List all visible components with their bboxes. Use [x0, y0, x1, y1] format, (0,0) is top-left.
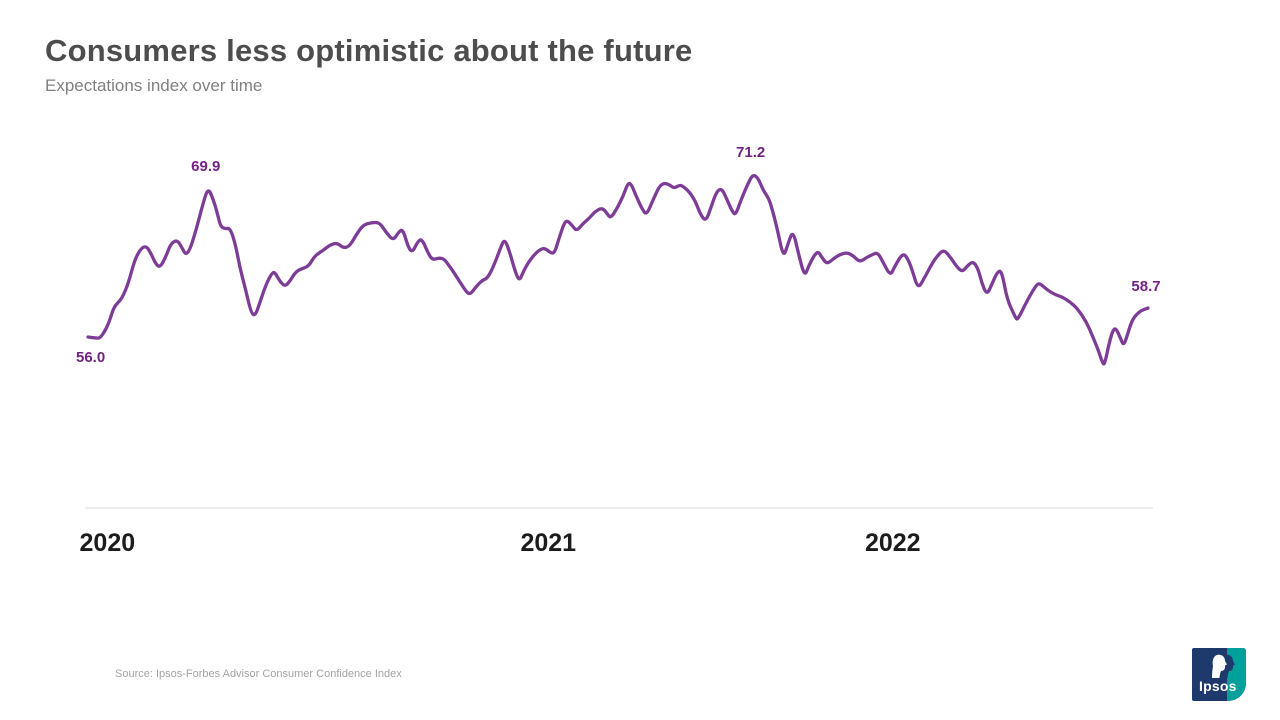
ipsos-logo: Ipsos: [1192, 648, 1246, 701]
ipsos-logo-text: Ipsos: [1199, 678, 1237, 694]
data-point-label: 58.7: [1131, 278, 1161, 296]
chart-title: Consumers less optimistic about the futu…: [45, 33, 693, 68]
data-point-label: 71.2: [736, 144, 766, 162]
chart-subtitle: Expectations index over time: [45, 76, 263, 95]
data-point-label: 56.0: [76, 349, 106, 366]
source-note: Source: Ipsos-Forbes Advisor Consumer Co…: [115, 668, 402, 680]
expectations-line: [86, 173, 1150, 366]
ipsos-heads-icon: [1212, 654, 1235, 678]
x-axis-year-label: 2020: [79, 529, 136, 557]
x-axis-year-label: 2021: [520, 529, 577, 557]
data-point-label: 69.9: [191, 158, 221, 176]
x-axis-year-label: 2022: [864, 529, 921, 557]
